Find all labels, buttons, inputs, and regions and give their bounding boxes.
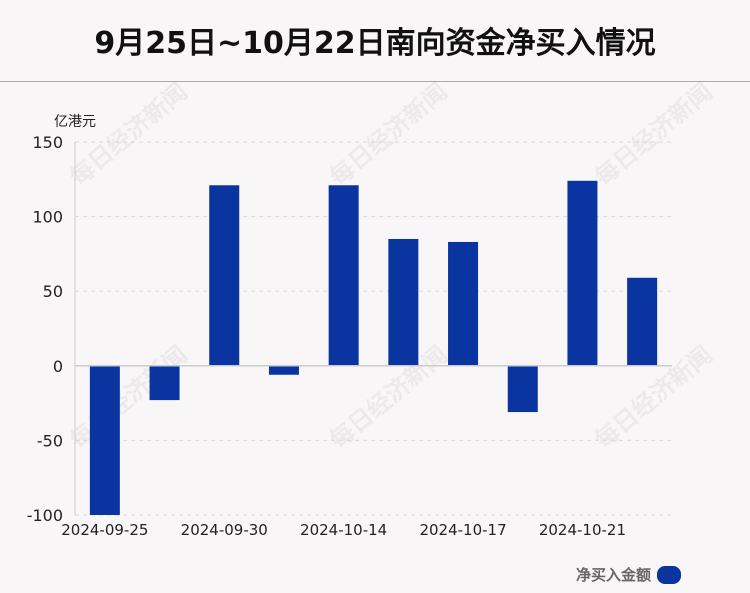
chart-title: 9月25日~10月22日南向资金净买入情况 [94, 26, 656, 61]
y-tick-label: -50 [37, 431, 63, 450]
legend-label: 净买入金额 [576, 566, 652, 584]
y-tick-label: 100 [32, 208, 63, 227]
bar [268, 365, 299, 375]
bar [448, 241, 479, 366]
y-tick-label: 0 [53, 357, 63, 376]
y-axis-unit-label: 亿港元 [54, 114, 96, 130]
x-tick-label: 2024-09-30 [181, 521, 268, 539]
legend: 净买入金额 [576, 564, 682, 585]
bar [388, 238, 419, 366]
bar [567, 180, 598, 366]
y-tick-label: -100 [27, 506, 63, 525]
bar [627, 277, 658, 366]
bar [209, 185, 240, 366]
bar [89, 365, 120, 515]
x-tick-label: 2024-09-25 [61, 521, 148, 539]
x-tick-label: 2024-10-17 [419, 521, 506, 539]
x-tick-label: 2024-10-14 [300, 521, 387, 539]
y-tick-label: 150 [32, 133, 63, 152]
x-tick-label: 2024-10-21 [539, 521, 626, 539]
bar [149, 365, 180, 401]
y-tick-label: 50 [43, 282, 63, 301]
legend-swatch [657, 565, 682, 584]
bar [507, 365, 538, 413]
bar [328, 185, 359, 366]
title-divider [0, 81, 750, 82]
